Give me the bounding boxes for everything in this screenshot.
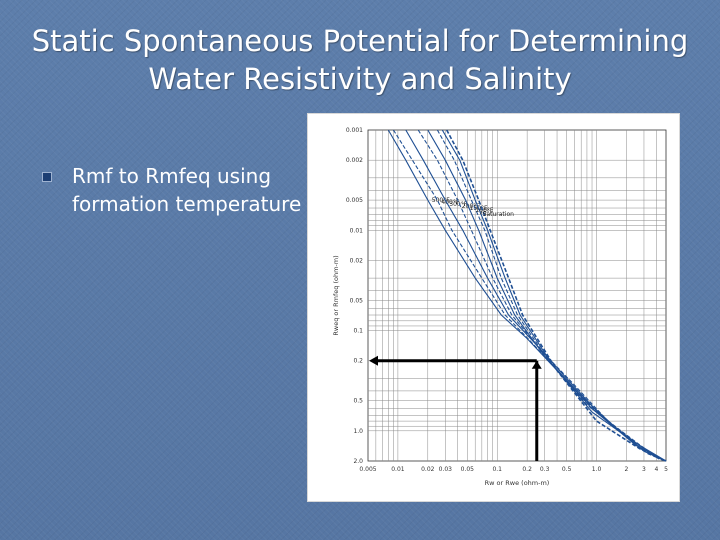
x-tick-label: 0.5 — [562, 466, 572, 473]
sp-chart: 0.005 0.01 0.02 0.03 0.05 0.1 0.2 0.3 0.5 1.0 2 3 4 5… — [332, 127, 668, 487]
series-label: 300°F — [449, 201, 467, 208]
series-label: 75°F — [479, 209, 494, 216]
y-tick-label: 0.1 — [353, 328, 363, 335]
chart-panel: 0.005 0.01 0.02 0.03 0.05 0.1 0.2 0.3 0.5 1.0 2 3 4 5… — [307, 113, 680, 502]
x-tick-label: 1.0 — [592, 466, 602, 473]
y-tick-label: 0.002 — [346, 157, 363, 164]
x-tick-label: 0.01 — [391, 466, 405, 473]
y-tick-label: 0.005 — [346, 197, 363, 204]
slide-title: Static Spontaneous Potential for Determi… — [0, 22, 720, 98]
y-tick-label: 0.02 — [350, 257, 364, 264]
series-label: 400°F — [441, 199, 459, 206]
x-tick-label: 0.2 — [522, 466, 532, 473]
x-tick-label: 5 — [664, 466, 668, 473]
y-tick-label: 1.0 — [353, 428, 363, 435]
series-line-5 — [436, 129, 667, 462]
x-tick-label: 0.02 — [421, 466, 435, 473]
bullet-text: Rmf to Rmfeq using formation temperature — [72, 164, 302, 216]
series-label: Saturation — [483, 211, 514, 218]
y-tick-label: 0.2 — [353, 358, 363, 365]
x-tick-label: 0.05 — [461, 466, 475, 473]
x-tick-label: 0.3 — [540, 466, 550, 473]
arrow-head-left-icon — [369, 355, 378, 366]
series-line-6 — [441, 129, 667, 462]
series-label: 200°F — [462, 203, 480, 210]
arrow-head-up-icon — [531, 360, 542, 369]
series-label: 100°F — [475, 207, 493, 214]
bullet-square-icon — [42, 172, 52, 182]
y-tick-label: 0.01 — [350, 227, 364, 234]
x-tick-label: 2 — [625, 466, 629, 473]
series-label: 500°F — [432, 197, 450, 204]
x-tick-label: 0.03 — [439, 466, 453, 473]
series-line-7 — [445, 129, 667, 462]
series-line-4 — [427, 129, 667, 462]
x-tick-label: 3 — [642, 466, 646, 473]
y-tick-label: 0.05 — [350, 297, 364, 304]
x-tick-label: 0.005 — [359, 466, 376, 473]
slide-title-line1: Static Spontaneous Potential for Determi… — [31, 24, 689, 58]
x-tick-label: 0.1 — [492, 466, 502, 473]
slide-title-line2: Water Resistivity and Salinity — [148, 62, 572, 96]
y-tick-label: 0.001 — [346, 127, 363, 134]
x-axis-label: Rw or Rwe (ohm-m) — [485, 479, 550, 487]
y-tick-label: 0.5 — [353, 398, 363, 405]
plot-frame — [367, 129, 667, 462]
y-tick-label: 2.0 — [353, 458, 363, 465]
y-axis-label: Rweq or Rmfeq (ohm-m) — [332, 255, 340, 335]
x-tick-label: 4 — [654, 466, 658, 473]
